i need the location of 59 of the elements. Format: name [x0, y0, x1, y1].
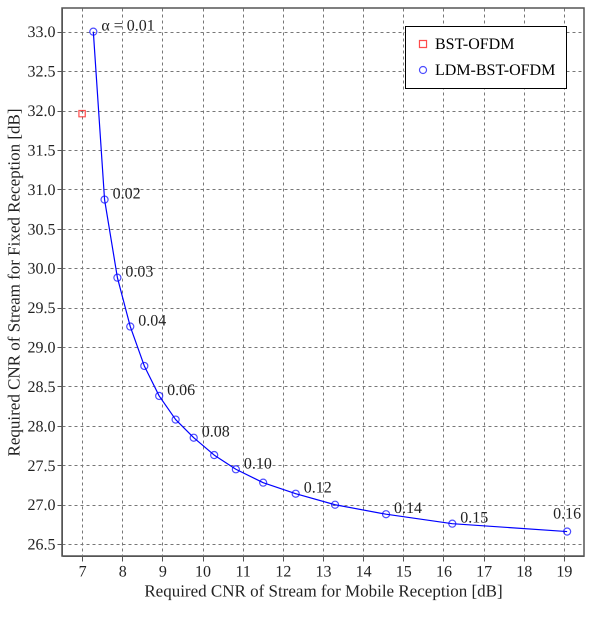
y-tick-label: 30.5: [28, 221, 56, 238]
point: [172, 415, 180, 424]
x-tick-label: 17: [476, 564, 492, 580]
x-tick-label: 7: [78, 564, 87, 580]
point: [382, 510, 390, 518]
point: [155, 392, 164, 400]
point: [113, 274, 122, 282]
annotation: 0.16: [553, 506, 582, 523]
y-axis-title: Required CNR of Stream for Fixed Reception [dB]: [4, 108, 24, 456]
annotation: 0.10: [244, 455, 272, 472]
point: [259, 478, 268, 487]
y-tick-label: 28.5: [28, 378, 56, 396]
x-tick-label: 18: [516, 564, 532, 580]
point: [210, 450, 218, 460]
x-tick-label: 15: [396, 564, 412, 580]
point: [563, 527, 572, 536]
point: [100, 195, 109, 204]
y-tick-label: 27.0: [28, 497, 56, 514]
x-tick-label: 19: [556, 564, 572, 580]
x-axis-title: Required CNR of Stream for Mobile Reception [dB]: [144, 582, 503, 600]
y-tick-label: 30.0: [28, 260, 56, 278]
y-tick-label: 28.0: [28, 418, 56, 436]
x-tick-label: 10: [195, 564, 212, 580]
y-tick-label: 26.5: [28, 536, 56, 554]
x-tick-label: 12: [275, 564, 292, 580]
annotation: 0.03: [125, 264, 154, 281]
annotation: 0.04: [138, 312, 166, 330]
point: [89, 28, 98, 36]
annotation: 0.02: [112, 186, 141, 203]
point: [330, 500, 340, 509]
x-tick-label: 11: [235, 564, 251, 580]
y-tick-label: 31.0: [28, 182, 56, 199]
x-tick-label: 9: [158, 564, 167, 580]
point: [126, 322, 134, 331]
annotation: 0.14: [394, 500, 422, 518]
annotation: 0.08: [202, 424, 230, 441]
x-tick-label: 8: [118, 564, 127, 580]
point: [448, 520, 456, 528]
annotation: 0.15: [460, 510, 488, 527]
y-tick-label: 32.5: [28, 64, 56, 81]
y-tick-label: 32.0: [28, 103, 56, 120]
point: [78, 110, 86, 118]
point: [232, 465, 240, 474]
point: [292, 490, 300, 498]
point: [190, 434, 198, 442]
legend-label: BST-OFDM: [435, 36, 514, 53]
y-tick-label: 27.5: [28, 458, 56, 475]
point: [140, 362, 148, 370]
x-tick-label: 13: [316, 564, 332, 580]
x-tick-label: 16: [436, 564, 452, 580]
y-tick-label: 29.5: [28, 300, 56, 318]
y-tick-label: 31.5: [28, 142, 56, 160]
y-tick-label: 29.0: [28, 340, 56, 357]
x-tick-label: 14: [356, 564, 372, 580]
legend-label: LDM-BST-OFDM: [435, 62, 556, 79]
annotation: 0.06: [167, 382, 196, 399]
y-tick-label: 33.0: [28, 24, 56, 42]
annotation: 0.12: [304, 480, 332, 497]
annotation: α = 0.01: [101, 18, 155, 35]
